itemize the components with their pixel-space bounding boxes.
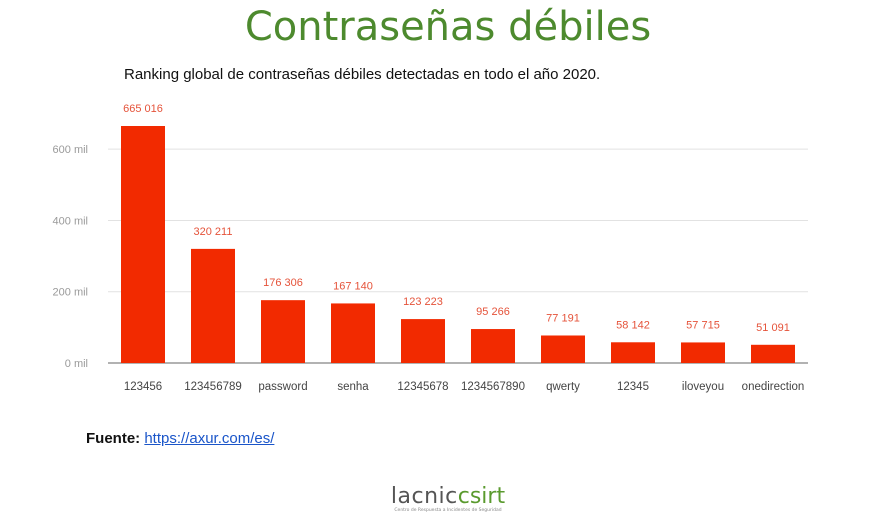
value-label: 665 016	[123, 103, 163, 115]
value-label: 58 142	[616, 319, 650, 331]
value-label: 95 266	[476, 306, 510, 318]
value-label: 77 191	[546, 312, 580, 324]
source-link[interactable]: https://axur.com/es/	[144, 430, 275, 447]
page-title: Contraseñas débiles	[244, 4, 652, 50]
bar	[121, 126, 165, 363]
value-label: 123 223	[403, 296, 443, 308]
y-tick-label: 200 mil	[53, 287, 88, 299]
y-tick-label: 0 mil	[65, 358, 88, 370]
value-label: 51 091	[756, 322, 790, 334]
logo-part-lacnic: lacnic	[390, 484, 458, 509]
y-tick-label: 400 mil	[53, 215, 88, 227]
bar	[471, 329, 515, 363]
bar	[261, 300, 305, 363]
bar	[751, 344, 795, 363]
x-tick-label: 123456789	[184, 381, 242, 393]
x-tick-label: password	[258, 381, 307, 393]
source-label: Fuente:	[86, 430, 141, 447]
bar	[611, 342, 655, 363]
value-label: 320 211	[194, 226, 233, 238]
x-tick-label: 123456	[124, 381, 162, 393]
chart-title: Ranking global de contraseñas débiles de…	[124, 66, 601, 83]
x-tick-label: onedirection	[742, 381, 805, 393]
bar	[541, 335, 585, 363]
x-tick-label: 12345	[617, 381, 649, 393]
value-label: 167 140	[333, 280, 373, 292]
bar	[681, 342, 725, 363]
bar	[191, 248, 235, 363]
logo-part-csirt: csirt	[457, 484, 506, 509]
x-tick-label: 1234567890	[461, 381, 525, 393]
x-tick-label: iloveyou	[682, 381, 724, 393]
bar	[401, 319, 445, 363]
lacnic-csirt-logo: lacniccsirt Centro de Respuesta a Incide…	[0, 484, 896, 513]
bar-chart: 0 mil 200 mil 400 mil 600 mil 665 016 123456 3…	[53, 103, 808, 393]
bar	[331, 303, 375, 363]
x-tick-label: senha	[337, 381, 369, 393]
x-tick-label: 12345678	[397, 381, 448, 393]
logo-tagline: Centro de Respuesta a Incidentes de Segu…	[394, 508, 502, 513]
value-label: 176 306	[263, 277, 303, 289]
x-tick-label: qwerty	[546, 381, 580, 393]
value-label: 57 715	[686, 319, 720, 331]
y-tick-label: 600 mil	[53, 144, 88, 156]
source-line: Fuente: https://axur.com/es/	[86, 430, 274, 447]
